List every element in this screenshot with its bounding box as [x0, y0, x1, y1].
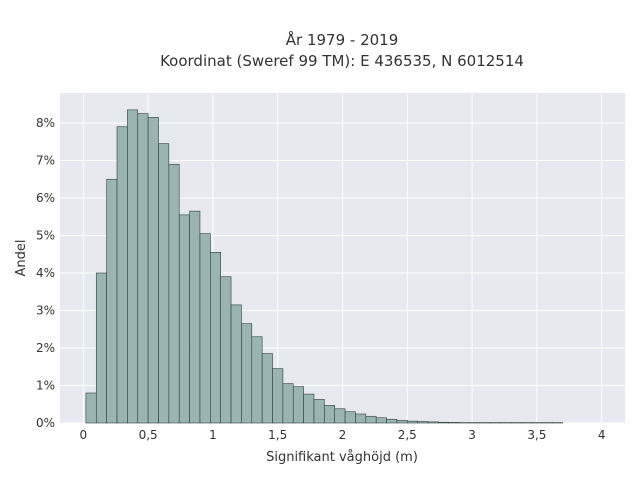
y-axis-ticks: 0% 1% 2% 3% 4% 5% 6% 7% 8% — [36, 116, 55, 430]
histogram-bar — [261, 353, 273, 424]
histogram-bar — [448, 422, 460, 424]
histogram-bars — [85, 109, 564, 424]
histogram-bar — [406, 420, 418, 424]
histogram-bar — [137, 113, 149, 424]
histogram-bar — [292, 386, 304, 424]
histogram-bar — [199, 233, 211, 424]
y-tick-label: 8% — [36, 116, 55, 130]
histogram-bar — [116, 126, 128, 424]
y-tick-label: 1% — [36, 379, 55, 393]
y-tick-label: 2% — [36, 341, 55, 355]
chart-title-line1: År 1979 - 2019 — [286, 30, 399, 49]
x-tick-label: 4 — [598, 428, 606, 442]
histogram-bar — [355, 413, 367, 424]
histogram-bar — [386, 418, 398, 424]
histogram-bar — [344, 411, 356, 424]
histogram-bar — [375, 417, 387, 424]
y-tick-label: 3% — [36, 304, 55, 318]
histogram-bar — [85, 392, 97, 424]
x-tick-label: 1,5 — [268, 428, 287, 442]
histogram-bar — [282, 383, 294, 424]
x-axis-ticks: 0 0,5 1 1,5 2 2,5 3 3,5 4 — [80, 428, 606, 442]
histogram-bar — [95, 272, 107, 424]
histogram-bar — [427, 421, 439, 424]
histogram-bar — [251, 336, 263, 424]
histogram-bar — [210, 252, 221, 424]
histogram-bar — [230, 304, 242, 424]
histogram-bar — [334, 408, 346, 424]
histogram-bar — [106, 178, 118, 424]
histogram-bar — [220, 276, 232, 424]
histogram-bar — [189, 210, 201, 424]
histogram-bar — [396, 420, 408, 424]
y-tick-label: 6% — [36, 191, 55, 205]
histogram-bar — [272, 368, 284, 424]
x-tick-label: 2 — [339, 428, 347, 442]
y-axis-label: Andel — [14, 240, 29, 277]
histogram-bar — [168, 163, 180, 424]
histogram-bar — [303, 393, 315, 424]
x-axis-label: Signifikant våghöjd (m) — [266, 450, 418, 465]
x-tick-label: 3 — [468, 428, 476, 442]
histogram-bar — [365, 415, 377, 424]
histogram-bar — [241, 323, 253, 424]
x-tick-label: 2,5 — [398, 428, 417, 442]
y-tick-label: 0% — [36, 416, 55, 430]
histogram-bar — [127, 109, 139, 424]
x-tick-label: 0,5 — [139, 428, 158, 442]
histogram-bar — [324, 405, 336, 424]
chart-title-line2: Koordinat (Sweref 99 TM): E 436535, N 60… — [160, 52, 524, 70]
histogram-bar — [438, 421, 450, 424]
x-tick-label: 3,5 — [527, 428, 546, 442]
x-tick-label: 1 — [209, 428, 217, 442]
y-tick-label: 5% — [36, 229, 55, 243]
histogram-bar — [417, 421, 429, 424]
y-tick-label: 4% — [36, 266, 55, 280]
histogram-bar — [313, 399, 325, 424]
histogram-bar — [147, 117, 159, 424]
histogram-bar — [178, 214, 190, 424]
histogram-bar — [158, 143, 170, 424]
y-tick-label: 7% — [36, 154, 55, 168]
x-tick-label: 0 — [80, 428, 88, 442]
